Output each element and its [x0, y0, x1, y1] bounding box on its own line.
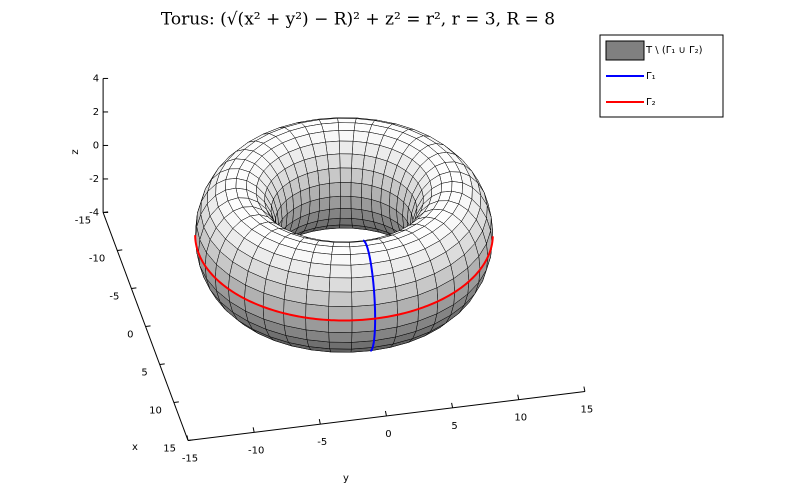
- surface-face: [351, 290, 376, 307]
- surface-face: [351, 140, 367, 156]
- surface-face: [328, 277, 352, 293]
- surface-face: [351, 153, 365, 170]
- y-tick-label: 15: [581, 405, 594, 416]
- surface-face: [339, 153, 353, 169]
- y-tick-label: 10: [514, 413, 527, 424]
- x-tick-label: 15: [163, 443, 176, 454]
- y-tick: [517, 394, 520, 400]
- surface-face: [328, 305, 353, 321]
- surface-face: [327, 217, 341, 227]
- z-axis-label: z: [70, 149, 81, 154]
- x-tick: [103, 211, 109, 213]
- gamma-2: [194, 235, 494, 322]
- x-tick-label: -10: [89, 253, 105, 264]
- surface-face: [328, 332, 353, 343]
- surface-face: [323, 130, 340, 143]
- surface-face: [329, 182, 341, 198]
- surface-face: [340, 195, 352, 209]
- y-axis-label: y: [343, 473, 349, 484]
- surface-face: [317, 168, 330, 186]
- torus-surface: [195, 117, 493, 353]
- surface-face: [327, 153, 341, 170]
- z-tick-label: -2: [89, 174, 99, 185]
- x-tick-label: -15: [75, 215, 91, 226]
- surface-face: [350, 252, 372, 266]
- y-tick-label: -15: [182, 453, 198, 464]
- surface-face: [339, 167, 352, 183]
- surface-face: [440, 181, 453, 193]
- z-tick-label: 2: [93, 107, 99, 118]
- surface-face: [339, 140, 354, 155]
- x-tick: [117, 249, 123, 251]
- surface-face: [328, 319, 353, 333]
- x-tick: [145, 325, 151, 327]
- y-tick: [583, 386, 586, 392]
- surface-face: [350, 182, 363, 198]
- y-tick-label: -5: [317, 437, 327, 448]
- surface-face: [352, 130, 370, 143]
- surface-face: [328, 341, 352, 350]
- x-tick-label: -5: [109, 291, 119, 302]
- surface-face: [328, 208, 341, 220]
- surface-face: [350, 196, 363, 210]
- surface-face: [328, 291, 353, 307]
- x-tick: [173, 401, 179, 403]
- y-tick-label: 5: [451, 421, 457, 432]
- x-tick-label: 5: [141, 367, 147, 378]
- y-tick: [318, 419, 321, 425]
- surface-face: [318, 196, 331, 212]
- surface-face: [329, 348, 352, 353]
- surface-face: [330, 254, 352, 266]
- surface-face: [328, 167, 341, 184]
- surface-face: [339, 217, 353, 226]
- legend-label: T \ (Γ₁ ∪ Γ₂): [645, 45, 703, 56]
- legend-label: Γ₂: [646, 97, 656, 108]
- surface-face: [351, 276, 375, 293]
- surface-face: [350, 208, 364, 220]
- z-tick-label: -4: [89, 207, 99, 218]
- surface-face: [305, 289, 330, 307]
- y-tick: [252, 427, 255, 433]
- x-axis-label: x: [132, 442, 138, 453]
- surface-face: [338, 130, 355, 142]
- surface-face: [339, 208, 352, 219]
- y-tick-label: -10: [248, 445, 264, 456]
- y-tick: [186, 435, 189, 441]
- surface-face: [331, 246, 351, 255]
- surface-face: [361, 197, 373, 213]
- y-tick: [384, 410, 387, 417]
- surface-face: [337, 118, 357, 124]
- surface-face: [350, 167, 364, 184]
- surface-face: [361, 168, 374, 187]
- z-tick-label: 4: [93, 73, 99, 84]
- surface-face: [337, 122, 356, 131]
- y-tick-label: 0: [385, 429, 391, 440]
- surface-face: [329, 195, 341, 210]
- x-tick: [159, 363, 165, 365]
- surface-face: [329, 264, 352, 279]
- surface-face: [340, 182, 352, 197]
- surface-face: [325, 140, 340, 156]
- y-tick: [451, 402, 454, 408]
- gamma-1: [363, 239, 377, 352]
- surface-face: [306, 275, 331, 293]
- surface-face: [308, 262, 331, 278]
- legend-label: Γ₁: [646, 71, 656, 82]
- z-tick-label: 0: [93, 140, 99, 151]
- x-tick: [131, 287, 137, 289]
- surface-face: [338, 224, 354, 229]
- surface-face: [318, 182, 331, 200]
- x-tick-label: 10: [149, 405, 162, 416]
- surface-face: [321, 122, 340, 132]
- surface-face: [361, 183, 373, 200]
- x-tick-label: 0: [127, 329, 133, 340]
- surface-face: [350, 263, 373, 279]
- legend-swatch: [605, 40, 645, 61]
- x-tick: [187, 439, 194, 441]
- surface-face: [332, 242, 351, 248]
- chart-title: Torus: (√(x² + y²) − R)² + z² = r², r = …: [161, 10, 555, 30]
